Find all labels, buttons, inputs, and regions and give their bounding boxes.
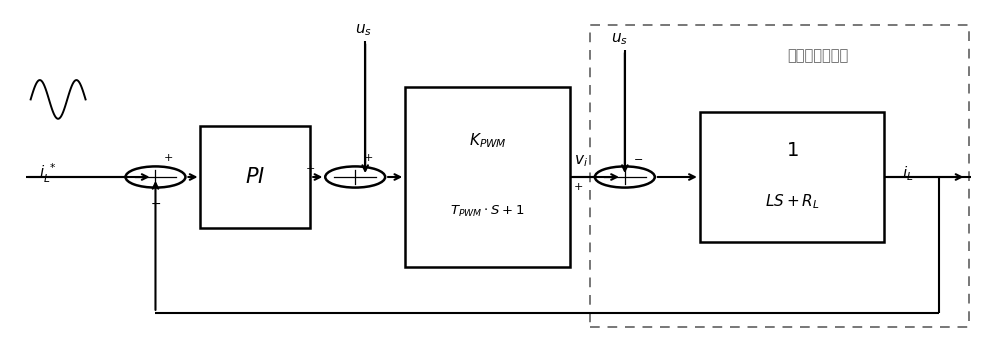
Text: $v_{i}$: $v_{i}$ (574, 153, 588, 169)
Text: $-$: $-$ (150, 197, 162, 210)
Text: 并网逆变器模型: 并网逆变器模型 (787, 48, 848, 63)
Text: $PI$: $PI$ (245, 167, 265, 187)
Text: $-$: $-$ (633, 153, 643, 163)
Bar (405, 87, 570, 267)
Text: $+$: $+$ (163, 152, 174, 163)
Text: $LS+R_{L}$: $LS+R_{L}$ (765, 193, 819, 211)
Text: $+$: $+$ (573, 181, 583, 192)
Text: $T_{\mathit{PWM}}\cdot S+1$: $T_{\mathit{PWM}}\cdot S+1$ (450, 204, 525, 219)
Bar (590, 25, 969, 327)
Text: $u_{s}$: $u_{s}$ (611, 31, 628, 46)
Bar (200, 126, 310, 228)
Text: $+$: $+$ (305, 163, 315, 174)
Text: $+$: $+$ (363, 152, 373, 163)
Bar (700, 112, 884, 242)
Text: $i_{L}$: $i_{L}$ (902, 164, 914, 183)
Text: $1$: $1$ (786, 141, 798, 160)
Text: $i_{L}^{\ *}$: $i_{L}^{\ *}$ (39, 162, 57, 185)
Text: $K_{\mathit{PWM}}$: $K_{\mathit{PWM}}$ (469, 132, 506, 150)
Text: $u_{s}$: $u_{s}$ (355, 22, 372, 38)
